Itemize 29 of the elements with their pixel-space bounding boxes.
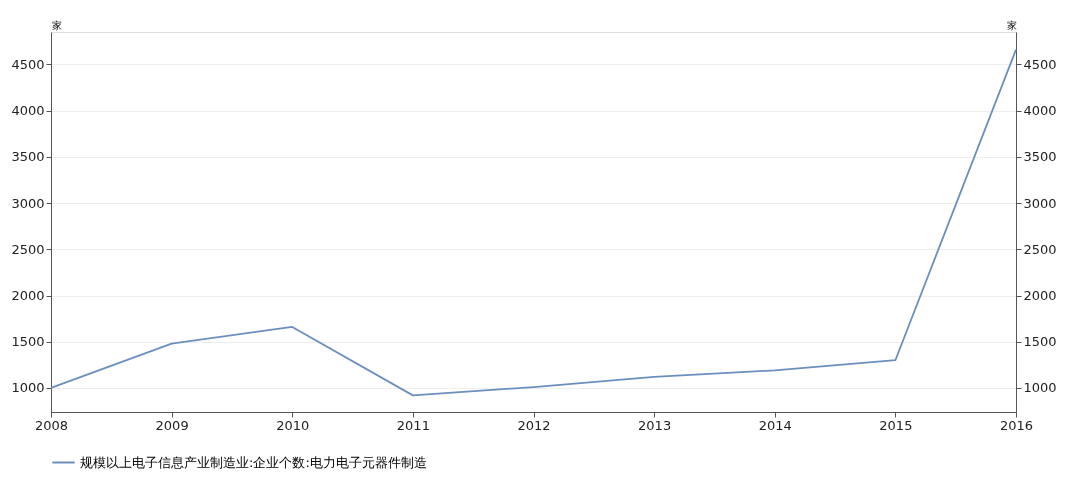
- y2-tick-label: 1500: [1023, 334, 1057, 350]
- y2-tick-label: 1000: [1023, 380, 1057, 396]
- x-tick-label: 2015: [879, 417, 913, 433]
- line-series: [50, 48, 1017, 397]
- y2-tick-label: 2000: [1023, 288, 1057, 303]
- y-tick-label: 1500: [11, 334, 45, 350]
- y2-tick-label: 3000: [1023, 195, 1057, 211]
- y-tick-label: 2500: [11, 241, 45, 257]
- y2-tick-label: 3500: [1023, 149, 1057, 165]
- x-tick-label: 2010: [276, 417, 310, 433]
- x-tick-label: 2013: [638, 417, 672, 433]
- legend-label: 规模以上电子信息产业制造业:企业个数:电力电子元器件制造: [80, 454, 427, 470]
- y2-tick-label: 4000: [1023, 103, 1057, 119]
- x-tick-label: 2012: [517, 417, 551, 433]
- y-tick-label: 3000: [11, 195, 45, 211]
- y2-tick-label: 4500: [1023, 56, 1057, 72]
- y-tick-label: 2000: [11, 288, 45, 303]
- y-tick-label: 3500: [11, 149, 45, 165]
- y-tick-label: 4000: [11, 103, 45, 119]
- y-tick-label: 1000: [11, 380, 45, 396]
- x-tick-label: 2014: [758, 417, 792, 433]
- x-tick-label: 2016: [999, 417, 1034, 433]
- y-axis-title: 家: [51, 19, 62, 31]
- y2-axis-title: 家: [1006, 19, 1017, 31]
- x-tick-label: 2009: [155, 417, 189, 433]
- x-tick-label: 2008: [34, 417, 69, 433]
- y-tick-label: 4500: [11, 56, 45, 72]
- x-tick-label: 2011: [396, 417, 430, 433]
- y2-tick-label: 2500: [1023, 241, 1057, 257]
